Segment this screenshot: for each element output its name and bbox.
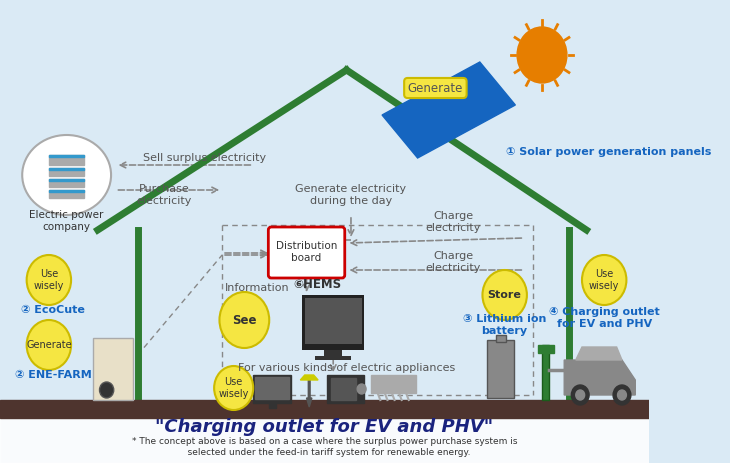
Circle shape bbox=[357, 384, 366, 394]
Text: See: See bbox=[232, 313, 257, 326]
Bar bbox=[49, 155, 85, 165]
Circle shape bbox=[483, 270, 527, 320]
FancyBboxPatch shape bbox=[269, 227, 345, 278]
Bar bbox=[324, 350, 342, 356]
Text: Generate: Generate bbox=[407, 81, 463, 94]
Text: Purchase
electricity: Purchase electricity bbox=[137, 184, 192, 206]
Circle shape bbox=[576, 390, 585, 400]
Circle shape bbox=[517, 27, 567, 83]
Bar bbox=[496, 335, 507, 342]
Text: ③ Lithium ion
battery: ③ Lithium ion battery bbox=[463, 314, 546, 336]
Bar bbox=[269, 403, 277, 408]
Text: ④ Charging outlet
for EV and PHV: ④ Charging outlet for EV and PHV bbox=[549, 307, 660, 329]
Text: Store: Store bbox=[488, 290, 522, 300]
Bar bbox=[49, 179, 85, 187]
Text: Distribution
board: Distribution board bbox=[276, 241, 337, 263]
Text: * The concept above is based on a case where the surplus power purchase system i: * The concept above is based on a case w… bbox=[131, 437, 517, 457]
Bar bbox=[0, 400, 649, 418]
Text: Generate electricity
during the day: Generate electricity during the day bbox=[296, 184, 407, 206]
Bar bbox=[93, 338, 134, 400]
Text: Use
wisely: Use wisely bbox=[218, 377, 249, 399]
Bar bbox=[302, 295, 364, 350]
Bar bbox=[49, 190, 85, 192]
Bar bbox=[49, 168, 85, 170]
Circle shape bbox=[220, 292, 269, 348]
Bar bbox=[331, 378, 356, 400]
Text: Charge
electricity: Charge electricity bbox=[426, 251, 481, 273]
Bar bbox=[49, 155, 85, 157]
Text: ② ENE-FARM: ② ENE-FARM bbox=[15, 370, 92, 380]
Circle shape bbox=[99, 382, 114, 398]
Bar bbox=[49, 168, 85, 176]
Polygon shape bbox=[576, 347, 622, 360]
Circle shape bbox=[27, 320, 71, 370]
Circle shape bbox=[582, 255, 626, 305]
Circle shape bbox=[27, 255, 71, 305]
Polygon shape bbox=[564, 360, 635, 395]
Bar bbox=[49, 190, 85, 198]
Polygon shape bbox=[300, 375, 318, 380]
Bar bbox=[49, 179, 85, 181]
Text: ① Solar power generation panels: ① Solar power generation panels bbox=[507, 147, 712, 157]
Bar bbox=[0, 408, 649, 463]
Text: Sell surplus electricity: Sell surplus electricity bbox=[143, 153, 266, 163]
Text: Use
wisely: Use wisely bbox=[589, 269, 619, 291]
Circle shape bbox=[572, 385, 589, 405]
Circle shape bbox=[613, 385, 631, 405]
Bar bbox=[253, 375, 291, 403]
Text: Charge
electricity: Charge electricity bbox=[426, 211, 481, 233]
Bar bbox=[315, 356, 351, 360]
Text: Generate: Generate bbox=[26, 340, 72, 350]
FancyArrow shape bbox=[307, 378, 312, 407]
Text: "Charging outlet for EV and PHV": "Charging outlet for EV and PHV" bbox=[155, 418, 493, 436]
Text: Use
wisely: Use wisely bbox=[34, 269, 64, 291]
Bar bbox=[537, 345, 553, 353]
Text: ② EcoCute: ② EcoCute bbox=[21, 305, 85, 315]
Text: ⑥HEMS: ⑥HEMS bbox=[293, 279, 342, 292]
Bar bbox=[327, 375, 364, 403]
Bar bbox=[487, 340, 514, 398]
Circle shape bbox=[214, 366, 253, 410]
Text: Electric power
company: Electric power company bbox=[29, 210, 104, 232]
Bar bbox=[255, 377, 289, 399]
Text: For various kinds of electric appliances: For various kinds of electric appliances bbox=[238, 363, 455, 373]
Ellipse shape bbox=[22, 135, 111, 215]
Bar bbox=[542, 345, 549, 400]
Text: Information: Information bbox=[226, 283, 290, 293]
Polygon shape bbox=[382, 62, 515, 158]
Bar bbox=[304, 298, 361, 344]
Bar bbox=[372, 375, 416, 393]
Circle shape bbox=[618, 390, 626, 400]
